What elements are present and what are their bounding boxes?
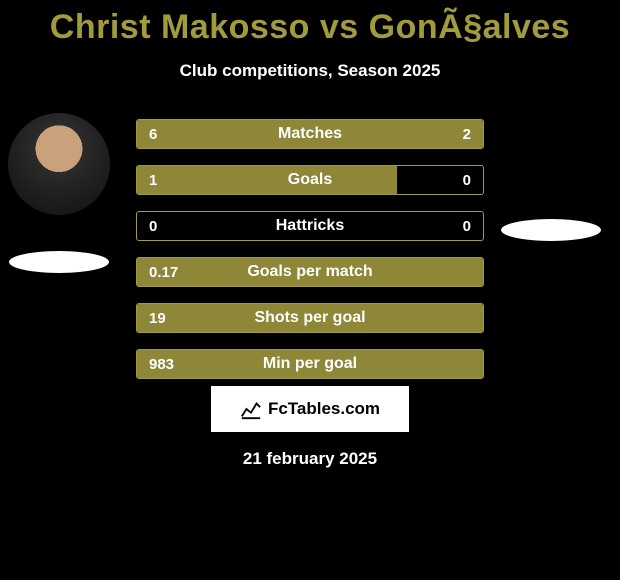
stat-row: 983Min per goal [136, 349, 484, 379]
stat-row: 0.17Goals per match [136, 257, 484, 287]
page-subtitle: Club competitions, Season 2025 [0, 61, 620, 81]
date-label: 21 february 2025 [0, 449, 620, 469]
player-right [500, 113, 602, 241]
page-title: Christ Makosso vs GonÃ§alves [0, 8, 620, 47]
stat-label: Goals per match [137, 263, 483, 281]
bars-container: 62Matches 10Goals 00Hattricks 0.17Goals per… [136, 119, 484, 395]
stat-row: 00Hattricks [136, 211, 484, 241]
player-left-name-pill [9, 251, 109, 273]
stat-row: 62Matches [136, 119, 484, 149]
player-right-name-pill [501, 219, 601, 241]
comparison-card: Christ Makosso vs GonÃ§alves Club compet… [0, 0, 620, 469]
player-left [8, 113, 110, 273]
stat-row: 19Shots per goal [136, 303, 484, 333]
player-right-avatar [500, 113, 602, 215]
stat-label: Goals [137, 171, 483, 189]
stat-label: Matches [137, 125, 483, 143]
stat-label: Hattricks [137, 217, 483, 235]
player-left-avatar [8, 113, 110, 215]
stat-label: Shots per goal [137, 309, 483, 327]
chart-icon [240, 398, 262, 420]
stat-row: 10Goals [136, 165, 484, 195]
brand-text: FcTables.com [268, 399, 380, 419]
comparison-chart: 62Matches 10Goals 00Hattricks 0.17Goals per… [0, 119, 620, 379]
stat-label: Min per goal [137, 355, 483, 373]
